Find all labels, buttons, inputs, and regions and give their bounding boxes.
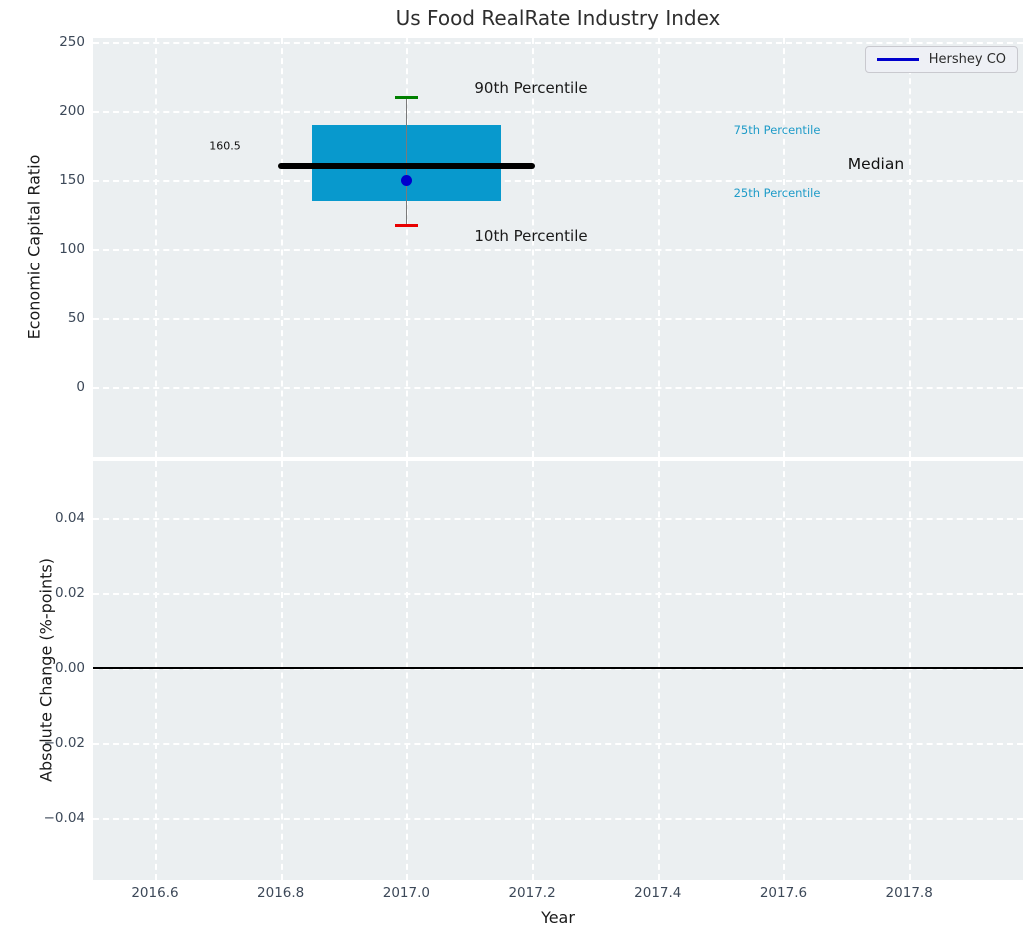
y-gridline (93, 743, 1023, 745)
x-gridline (281, 38, 283, 457)
x-tick-label[interactable]: 2017.8 (877, 884, 941, 902)
x-gridline (155, 38, 157, 457)
annotation-90th-percentile: 90th Percentile (474, 79, 587, 97)
company-marker[interactable] (401, 175, 412, 186)
y-tick-label[interactable]: 200 (0, 102, 85, 120)
y-tick-label[interactable]: 0.00 (0, 659, 85, 677)
y-tick-label[interactable]: 0.02 (0, 584, 85, 602)
x-tick-label[interactable]: 2017.2 (500, 884, 564, 902)
x-tick-label[interactable]: 2016.8 (249, 884, 313, 902)
y-tick-label[interactable]: 0.04 (0, 509, 85, 527)
annotation-25th-percentile: 25th Percentile (734, 186, 821, 200)
x-gridline (658, 38, 660, 457)
whisker-line (406, 97, 408, 225)
p10-cap (395, 224, 418, 227)
annotation-75th-percentile: 75th Percentile (734, 123, 821, 137)
y-tick-label[interactable]: −0.02 (0, 734, 85, 752)
figure: Us Food RealRate Industry Index Economic… (0, 0, 1034, 942)
bottom-axes (93, 461, 1023, 880)
y-gridline (93, 249, 1023, 251)
x-tick-label[interactable]: 2017.0 (374, 884, 438, 902)
annotation-10th-percentile: 10th Percentile (474, 227, 587, 245)
x-gridline (532, 38, 534, 457)
y-tick-label[interactable]: 0 (0, 378, 85, 396)
legend[interactable]: Hershey CO (865, 46, 1018, 73)
y-gridline (93, 593, 1023, 595)
median-line[interactable] (278, 163, 536, 169)
y-tick-label[interactable]: 100 (0, 240, 85, 258)
x-tick-label[interactable]: 2017.6 (751, 884, 815, 902)
legend-label: Hershey CO (929, 52, 1006, 67)
y-gridline (93, 42, 1023, 44)
x-tick-label[interactable]: 2016.6 (123, 884, 187, 902)
y-gridline (93, 818, 1023, 820)
y-tick-label[interactable]: −0.04 (0, 809, 85, 827)
y-gridline (93, 111, 1023, 113)
top-axes (93, 38, 1023, 457)
zero-line (93, 667, 1023, 669)
legend-line-sample (877, 58, 919, 61)
y-tick-label[interactable]: 50 (0, 309, 85, 327)
y-tick-label[interactable]: 250 (0, 33, 85, 51)
annotation-160-5: 160.5 (209, 140, 241, 153)
x-tick-label[interactable]: 2017.4 (626, 884, 690, 902)
annotation-median: Median (848, 155, 904, 173)
y-gridline (93, 180, 1023, 182)
chart-title: Us Food RealRate Industry Index (93, 6, 1023, 30)
y-gridline (93, 518, 1023, 520)
y-gridline (93, 387, 1023, 389)
y-gridline (93, 318, 1023, 320)
y-tick-label[interactable]: 150 (0, 171, 85, 189)
x-gridline (909, 38, 911, 457)
p90-cap (395, 96, 418, 99)
x-axis-label: Year (93, 908, 1023, 927)
x-gridline (783, 38, 785, 457)
